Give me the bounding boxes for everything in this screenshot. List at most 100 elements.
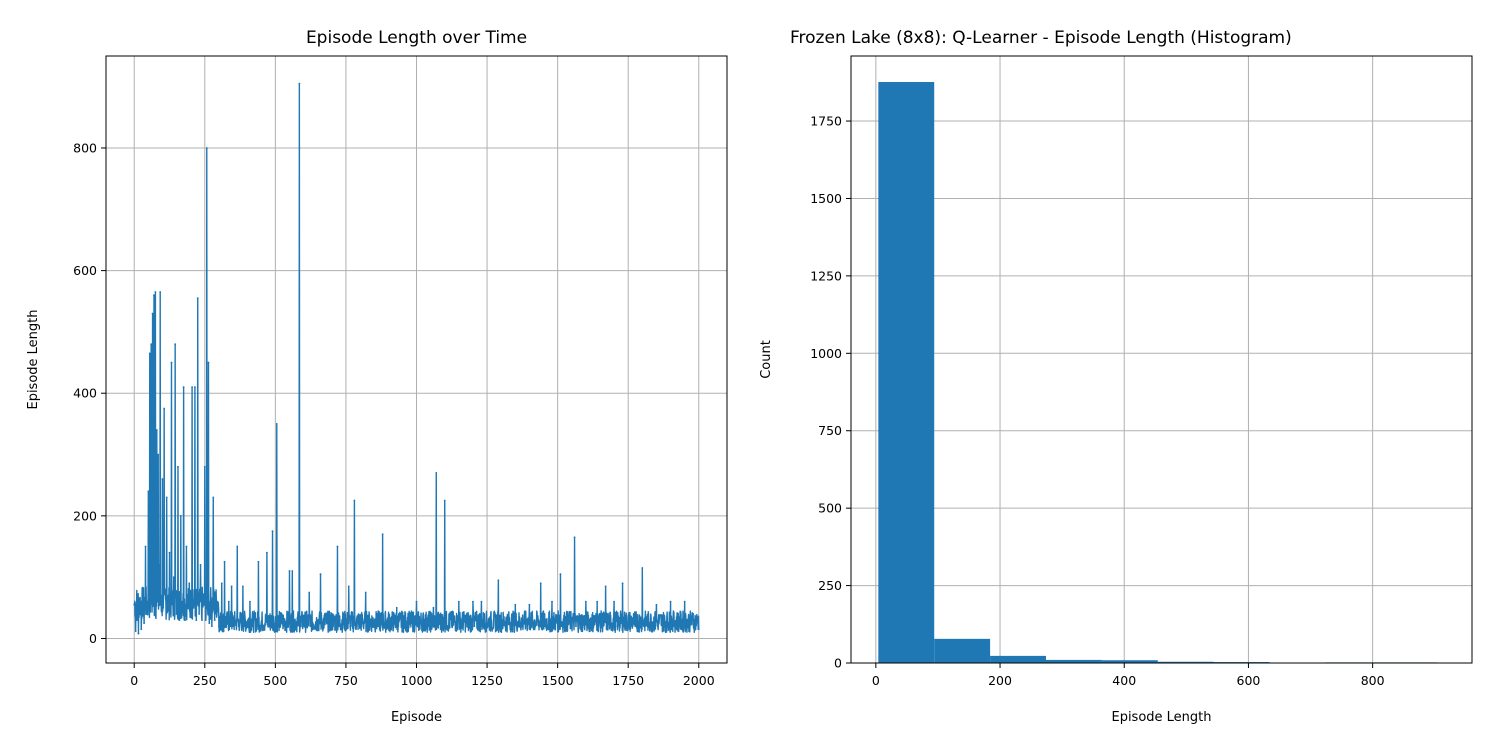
episode-length-point [671,625,673,628]
episode-length-point [138,613,141,615]
episode-length-point [161,478,164,480]
episode-length-point [242,585,244,588]
histogram-bar-4 [1101,660,1158,663]
episode-length-point [597,625,600,628]
c1-x-tick-label-800: 800 [1361,673,1385,688]
episode-length-point [332,625,335,628]
episode-length-point [149,582,152,585]
episode-length-point [280,613,282,615]
episode-length-point [169,613,172,615]
episode-length-point [141,588,144,591]
episode-length-point [292,625,295,628]
episode-length-point [308,591,311,594]
episode-length-point [136,619,138,621]
episode-length-point [153,545,156,548]
episode-length-point [160,600,162,603]
episode-length-point [436,625,439,628]
c0-x-tick-label-1250: 1250 [471,673,503,688]
episode-length-point [433,625,436,628]
episode-length-point [480,600,483,603]
histogram-chart: 0 200 400 600 80002505007501000125015001750 … [759,28,1473,725]
c1-y-tick-label-1750: 1750 [810,114,842,129]
episode-length-point [481,625,484,628]
c0-x-tick-label-250: 250 [193,673,217,688]
episode-length-point [195,619,198,621]
episode-length-point [551,600,553,603]
c1-x-tick-label-0: 0 [872,673,880,688]
episode-length-point [181,600,184,603]
episode-length-point [330,613,333,615]
episode-length-point [586,625,589,628]
episode-length-point [498,625,501,628]
episode-length-point [170,361,173,364]
episode-length-point [194,386,196,388]
episode-length-point [265,551,268,554]
episode-length-point [596,600,599,603]
episode-length-point [159,291,162,293]
episode-length-point [299,625,302,628]
episode-length-point [140,628,143,631]
c0-y-tick-label-0: 0 [89,631,97,646]
episode-length-point [288,570,291,572]
episode-length-point [196,297,199,300]
episode-length-point [559,573,562,575]
episode-length-point [150,343,153,346]
histogram-bar-3 [1045,659,1102,663]
episode-length-point [186,600,189,603]
histogram-bar-1 [934,638,991,663]
line-chart-y-axis-label: Episode Length [26,309,41,409]
histogram-ticks: 0 200 400 600 800 0 250 500 750 1000 1250 1500 1750 [810,114,1384,688]
episode-length-point [693,628,696,631]
c0-x-tick-label-1500: 1500 [542,673,574,688]
episode-length-point [225,622,227,625]
c0-x-tick-label-2000: 2000 [683,673,715,688]
episode-length-point [182,386,185,388]
line-chart-ticks: 0 250 500 750 1000 1250 1500 1750 2000 0 200 400 600… [73,140,715,688]
episode-length-point [282,625,285,628]
c1-x-tick-label-400: 400 [1112,673,1136,688]
episode-length-point [267,625,270,628]
c1-x-tick-label-200: 200 [988,673,1012,688]
episode-length-point [189,613,192,615]
episode-length-point [167,600,170,603]
episode-length-point [148,352,151,355]
c1-y-tick-label-1250: 1250 [810,268,842,283]
episode-length-point [243,625,246,628]
episode-length-point [208,622,211,625]
episode-length-point [207,361,210,364]
episode-length-point [669,600,672,603]
episode-length-point [381,533,384,536]
episode-length-point [204,619,207,621]
episode-length-point [229,625,232,628]
c1-y-tick-label-750: 750 [818,423,842,438]
episode-length-point [685,625,687,628]
episode-length-point [613,600,615,603]
episode-length-point [237,625,240,628]
episode-length-point [655,603,658,606]
episode-length-point [319,573,322,575]
episode-length-point [472,600,474,603]
episode-length-point [364,591,367,594]
episode-length-point [457,600,460,603]
episode-length-point [249,600,251,603]
episode-length-point [218,625,220,628]
episode-length-point [154,291,157,293]
episode-length-point [155,576,158,579]
episode-length-point [560,625,563,628]
episode-length-point [206,606,209,609]
c1-y-tick-label-1500: 1500 [810,191,842,206]
episode-length-point [157,453,160,456]
episode-length-point [529,625,532,628]
episode-length-point [185,545,188,548]
line-chart-x-axis-label: Episode [391,710,442,725]
episode-length-point [230,585,233,588]
episode-length-point [191,386,193,388]
episode-length-point [459,625,462,628]
episode-length-point [528,603,531,606]
episode-length-point [179,514,182,517]
episode-length-point [435,472,438,474]
episode-length-point [152,588,155,591]
c0-x-tick-label-1750: 1750 [612,673,644,688]
episode-length-point [289,625,292,628]
